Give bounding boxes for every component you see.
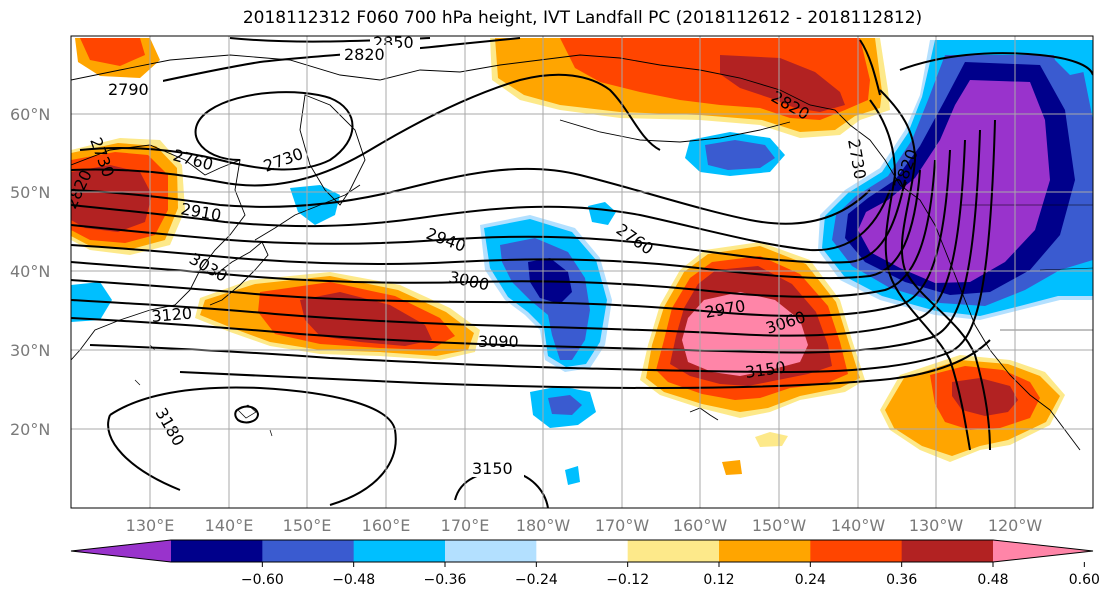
colorbar-tick-label: −0.12	[606, 572, 649, 588]
lon-label: 120°W	[988, 516, 1043, 535]
shade-small-yellow-1	[755, 432, 788, 447]
coast-aleutians	[559, 119, 791, 143]
colorbar-tick-label: −0.24	[515, 572, 558, 588]
map-title: 2018112312 F060 700 hPa height, IVT Land…	[242, 8, 923, 28]
shade-small-cyan-2	[588, 202, 616, 225]
colorbar-tick-label: −0.60	[241, 572, 284, 588]
lon-label: 170°E	[441, 516, 490, 535]
lon-label: 180°W	[516, 516, 571, 535]
colorbar-segment	[536, 540, 629, 562]
lon-label: 150°W	[752, 516, 807, 535]
colorbar-tick-label: 0.24	[795, 572, 826, 588]
lat-label: 30°N	[10, 341, 50, 360]
contour-label: 3120	[151, 304, 193, 326]
lat-label: 60°N	[10, 105, 50, 124]
colorbar: −0.60 −0.48 −0.36 −0.24 −0.12 0.12 0.24 0.36 0.4…	[70, 539, 1100, 588]
colorbar-tick-label: 0.48	[977, 572, 1008, 588]
map-frame	[70, 35, 1094, 509]
shade-gulf-blue	[705, 140, 775, 170]
contour-label: 2790	[108, 80, 149, 99]
colorbar-segment	[627, 540, 720, 562]
contour-label: 3090	[478, 332, 519, 351]
coast-kamchatka	[299, 94, 366, 206]
colorbar-tick-label: −0.48	[332, 572, 375, 588]
shade-north-darkred	[720, 55, 845, 112]
map-plot-area: 2850 2820 2790 2730 2760 2730 2820 2910 …	[71, 36, 1093, 508]
colorbar-tick-label: 0.36	[886, 572, 917, 588]
colorbar-segment	[445, 540, 537, 562]
lon-label: 170°W	[595, 516, 650, 535]
lon-label: 140°W	[831, 516, 886, 535]
lon-label: 140°E	[205, 516, 254, 535]
coast-hawaii	[689, 407, 719, 421]
longitude-labels: 130°E 140°E 150°E 160°E 170°E 180°W 170°…	[126, 516, 1043, 535]
contour-label: 2820	[344, 45, 385, 64]
shade-small-orange-1	[722, 460, 742, 475]
height-contours	[71, 37, 1093, 508]
shade-topleft-red	[80, 38, 145, 66]
lon-label: 130°E	[126, 516, 175, 535]
shade-small-cyan-5	[565, 466, 580, 485]
positive-ivt-shading	[71, 38, 1065, 475]
shade-ne-cyan	[1050, 40, 1093, 75]
shade-small-blue-3	[548, 395, 582, 415]
shade-west-darkred	[71, 165, 152, 232]
colorbar-outline	[70, 539, 1094, 563]
colorbar-tick-label: 0.60	[1069, 572, 1100, 588]
colorbar-segment	[719, 540, 811, 562]
colorbar-extend-low	[71, 540, 171, 562]
lon-label: 160°E	[362, 516, 411, 535]
lon-label: 130°W	[909, 516, 964, 535]
gridlines	[71, 36, 1093, 508]
coast-na-west	[899, 184, 1081, 451]
lat-label: 50°N	[10, 183, 50, 202]
colorbar-segment	[810, 540, 903, 562]
lon-label: 160°W	[673, 516, 728, 535]
colorbar-extend-high	[993, 540, 1093, 562]
coast-siberia	[71, 54, 541, 81]
shade-jet-darkred	[300, 292, 432, 346]
colorbar-tick-label: 0.12	[703, 572, 734, 588]
contour-label: 3150	[472, 459, 513, 478]
colorbar-segment	[262, 540, 355, 562]
colorbar-segment	[353, 540, 446, 562]
lat-label: 20°N	[10, 420, 50, 439]
coast-alaska	[539, 54, 901, 186]
colorbar-tick-label: −0.36	[424, 572, 467, 588]
shade-na-purple	[858, 80, 1050, 283]
colorbar-segment	[901, 540, 994, 562]
lat-label: 40°N	[10, 262, 50, 281]
latitude-labels: 60°N 50°N 40°N 30°N 20°N	[10, 105, 50, 439]
colorbar-segment	[171, 540, 263, 562]
lon-label: 150°E	[283, 516, 332, 535]
